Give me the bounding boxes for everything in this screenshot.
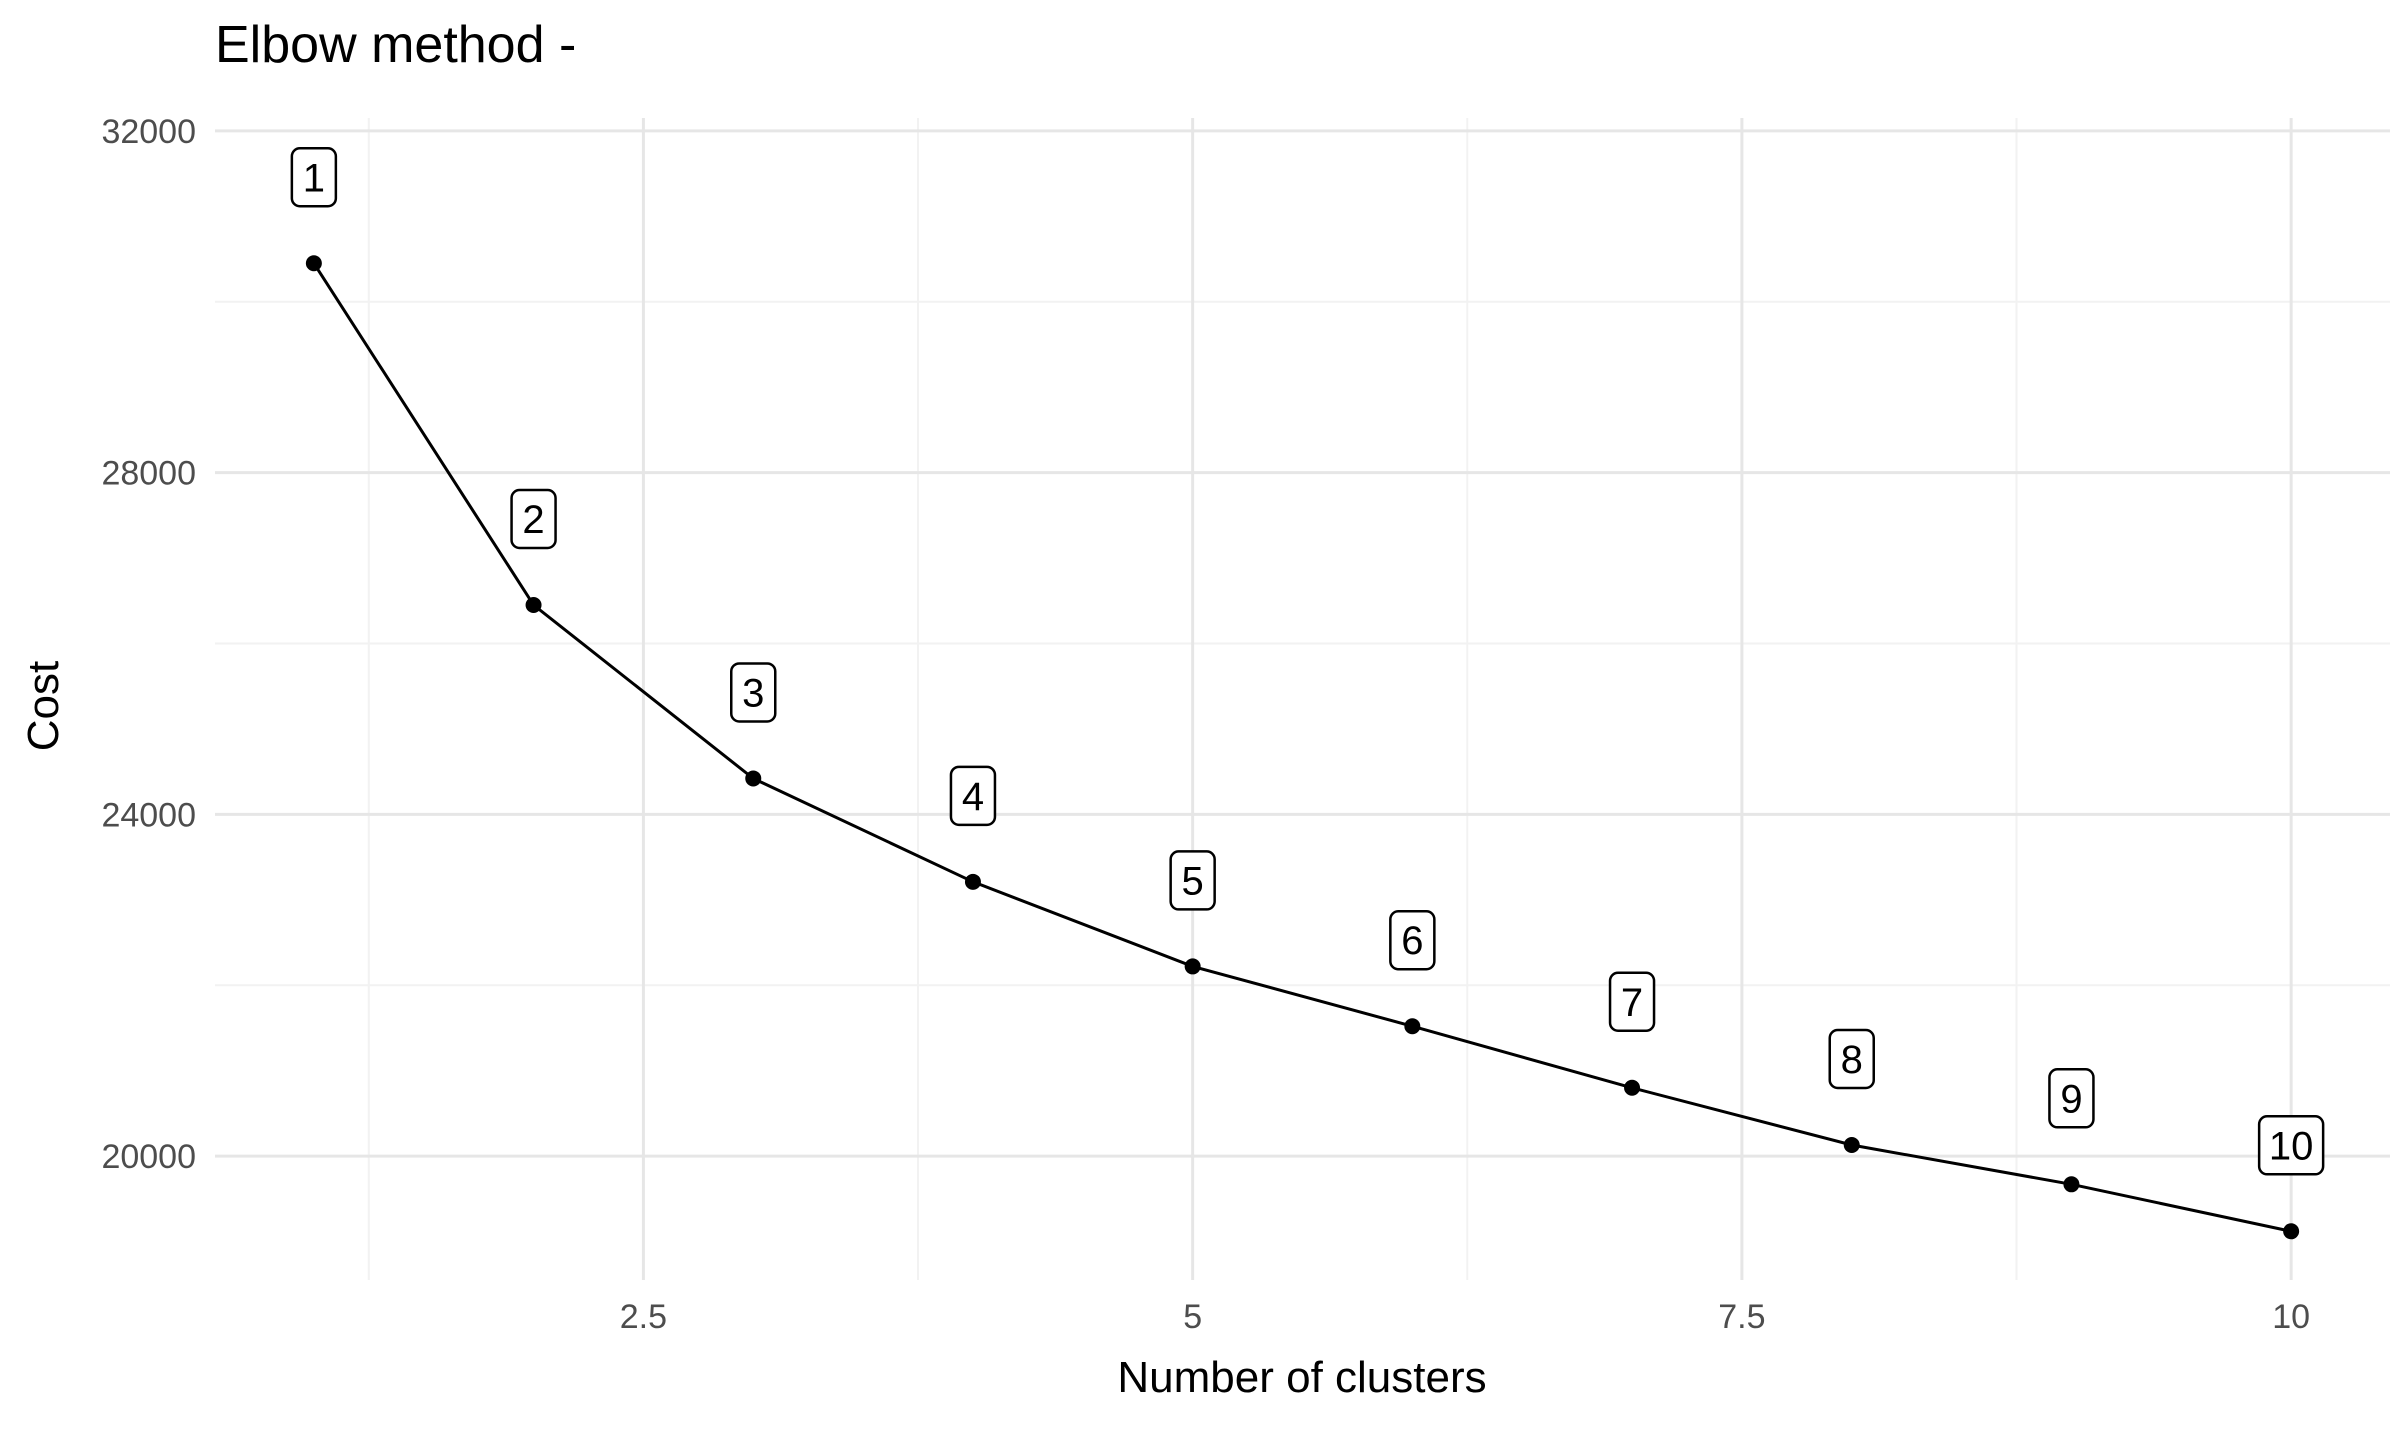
y-tick-label: 28000: [101, 455, 196, 493]
cost-series-line: [312, 262, 2292, 1233]
point-label: 4: [949, 765, 997, 827]
point-label-box: [1608, 971, 1656, 1033]
major-gridlines: [215, 118, 2390, 1280]
y-tick-label: 24000: [101, 796, 196, 834]
chart-title: Elbow method -: [215, 16, 576, 74]
x-tick-label: 5: [1183, 1298, 1202, 1336]
point-label: 9: [2048, 1068, 2095, 1129]
point-label-text: 3: [742, 671, 764, 715]
point-label: 8: [1828, 1028, 1875, 1090]
point-label-box: [949, 765, 997, 827]
point-label-box: [290, 147, 338, 208]
data-point: [525, 597, 542, 614]
data-point: [964, 873, 981, 890]
data-point: [2063, 1176, 2080, 1193]
point-label-box: [2048, 1068, 2095, 1129]
point-label: 7: [1608, 971, 1656, 1033]
point-label: 10: [2257, 1115, 2325, 1176]
x-tick-label: 2.5: [620, 1298, 667, 1336]
point-label-text: 4: [962, 775, 984, 819]
y-tick-label: 32000: [101, 113, 196, 151]
y-tick-label: 20000: [101, 1138, 196, 1176]
point-label-box: [1389, 909, 1436, 971]
x-axis-ticks: 2.5 5 7.5 10: [620, 1298, 2310, 1336]
data-points: [305, 255, 2300, 1240]
point-label-text: 10: [2269, 1124, 2314, 1168]
point-label: 3: [730, 662, 777, 723]
data-point: [1843, 1137, 1860, 1154]
point-label: 5: [1169, 850, 1216, 911]
point-label-box: [2257, 1115, 2325, 1176]
point-label: 1: [290, 147, 338, 208]
data-point: [2283, 1223, 2300, 1240]
point-label-text: 9: [2060, 1077, 2082, 1121]
y-axis-ticks: 20000 24000 28000 32000: [101, 113, 196, 1176]
point-label-box: [1169, 850, 1216, 911]
data-point: [1184, 958, 1201, 975]
point-label: 2: [510, 488, 557, 550]
x-axis-title: Number of clusters: [1117, 1353, 1486, 1402]
point-label-text: 6: [1401, 919, 1423, 963]
data-point: [745, 770, 762, 787]
point-label-box: [1828, 1028, 1875, 1090]
point-label-text: 7: [1621, 981, 1643, 1025]
point-label-text: 1: [303, 156, 325, 200]
x-tick-label: 7.5: [1718, 1298, 1765, 1336]
point-label-box: [510, 488, 557, 550]
x-tick-label: 10: [2272, 1298, 2310, 1336]
minor-gridlines: [215, 118, 2390, 1280]
point-label-text: 5: [1182, 859, 1204, 903]
data-point: [1404, 1018, 1421, 1035]
point-label-box: [730, 662, 777, 723]
data-point: [305, 255, 322, 272]
point-label: 6: [1389, 909, 1436, 971]
y-axis-title: Cost: [19, 661, 68, 751]
point-label-text: 8: [1841, 1038, 1863, 1082]
point-labels: 1 2 3 4 5 6 7 8 9 10: [290, 147, 2325, 1176]
data-point: [1624, 1079, 1641, 1096]
point-label-text: 2: [522, 498, 544, 542]
